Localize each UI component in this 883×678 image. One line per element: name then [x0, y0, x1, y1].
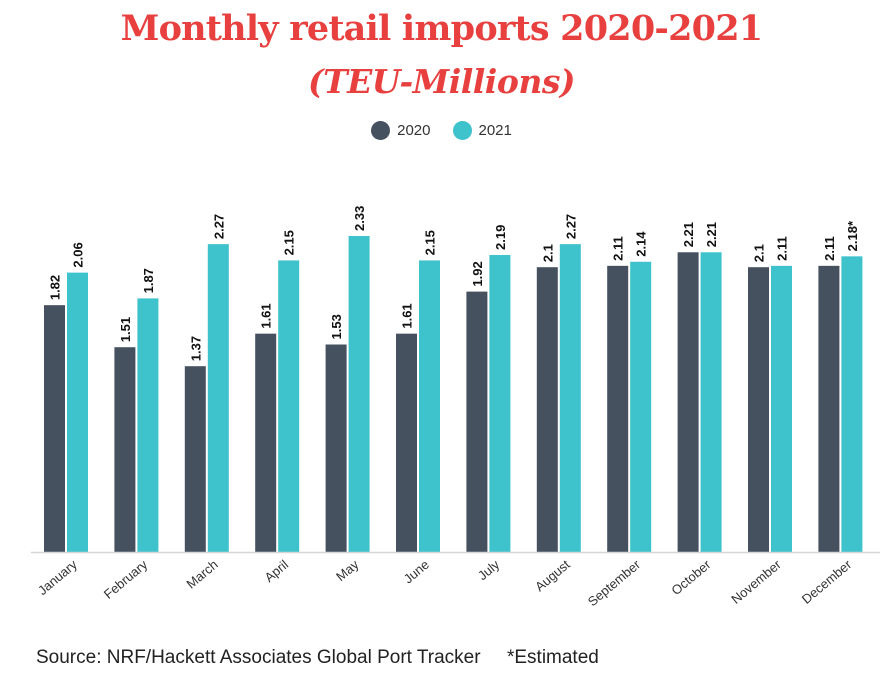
data-label-2021-february: 1.87 — [141, 268, 156, 293]
bar-2021-july — [489, 254, 511, 552]
chart-title: Monthly retail imports 2020-2021 — [120, 8, 764, 49]
bar-2020-may — [325, 344, 347, 552]
bar-2020-april — [255, 333, 277, 552]
bar-2021-february — [137, 298, 159, 552]
data-label-2021-june: 2.15 — [423, 230, 438, 255]
data-label-2021-july: 2.19 — [493, 225, 508, 250]
estimated-note: *Estimated — [506, 647, 599, 668]
bar-chart: 1.82 2.06 January 1.51 1.87 February 1.37 2.27 M… — [31, 206, 880, 609]
bar-2021-august — [559, 244, 581, 553]
data-label-2021-april: 2.15 — [282, 230, 297, 255]
data-label-2020-october: 2.21 — [681, 222, 696, 247]
data-label-2020-may: 1.53 — [329, 314, 344, 339]
legend-swatch-2020 — [371, 121, 391, 140]
x-tick-label-november: November — [728, 556, 784, 606]
bar-2020-july — [466, 291, 488, 552]
x-tick-label-july: July — [475, 556, 503, 583]
x-tick-label-june: June — [401, 557, 432, 587]
data-label-2020-april: 1.61 — [259, 303, 274, 328]
bar-2020-october — [677, 252, 699, 553]
chart-subtitle: (TEU-Millions) — [307, 62, 576, 101]
bar-2021-march — [207, 244, 229, 553]
x-tick-label-august: August — [532, 557, 573, 595]
x-tick-label-january: January — [35, 556, 80, 598]
bar-2020-march — [184, 366, 206, 552]
data-label-2020-june: 1.61 — [400, 303, 415, 328]
bar-2021-june — [419, 260, 440, 552]
legend-label-2021: 2021 — [478, 122, 512, 139]
bar-2020-june — [396, 333, 417, 552]
bar-2021-january — [67, 272, 88, 552]
data-label-2021-january: 2.06 — [71, 242, 86, 267]
bar-2020-november — [748, 267, 769, 552]
data-label-2021-october: 2.21 — [704, 222, 719, 247]
data-label-2020-january: 1.82 — [48, 275, 63, 300]
legend-label-2020: 2020 — [397, 122, 431, 139]
data-label-2021-december: 2.18* — [845, 220, 860, 251]
bar-2020-september — [607, 265, 629, 552]
data-label-2020-february: 1.51 — [118, 317, 133, 342]
data-label-2021-august: 2.27 — [563, 214, 578, 239]
bar-2021-december — [841, 256, 863, 552]
legend-item-2021: 2021 — [452, 121, 512, 140]
data-label-2021-november: 2.11 — [775, 236, 790, 261]
x-tick-label-april: April — [262, 557, 292, 585]
source-note: Source: NRF/Hackett Associates Global Po… — [36, 647, 599, 669]
x-tick-label-may: May — [333, 556, 362, 584]
data-label-2020-september: 2.11 — [611, 236, 626, 261]
bar-2021-april — [278, 260, 300, 552]
data-label-2020-november: 2.1 — [752, 244, 767, 262]
bar-2021-september — [630, 261, 652, 552]
data-label-2020-march: 1.37 — [188, 336, 203, 361]
bar-2020-january — [44, 305, 65, 552]
bar-2020-february — [114, 347, 136, 552]
x-tick-label-october: October — [668, 556, 714, 598]
data-label-2020-august: 2.1 — [540, 244, 555, 262]
data-label-2021-september: 2.14 — [634, 231, 649, 257]
source-text: Source: NRF/Hackett Associates Global Po… — [36, 647, 481, 668]
legend-swatch-2021 — [452, 121, 472, 140]
bar-2020-december — [818, 265, 840, 552]
x-tick-label-december: December — [799, 556, 855, 606]
bar-2021-may — [348, 236, 370, 552]
legend-item-2020: 2020 — [371, 121, 431, 140]
legend: 2020 2021 — [0, 121, 883, 140]
data-label-2020-december: 2.11 — [822, 236, 837, 261]
x-tick-label-march: March — [183, 557, 220, 592]
data-label-2020-july: 1.92 — [470, 261, 485, 286]
data-label-2021-may: 2.33 — [352, 206, 367, 231]
bar-2021-october — [700, 252, 722, 553]
data-label-2021-march: 2.27 — [211, 214, 226, 239]
bar-2021-november — [771, 265, 792, 552]
x-tick-label-september: September — [585, 556, 644, 609]
bar-2020-august — [536, 267, 558, 552]
x-tick-label-february: February — [101, 556, 151, 601]
